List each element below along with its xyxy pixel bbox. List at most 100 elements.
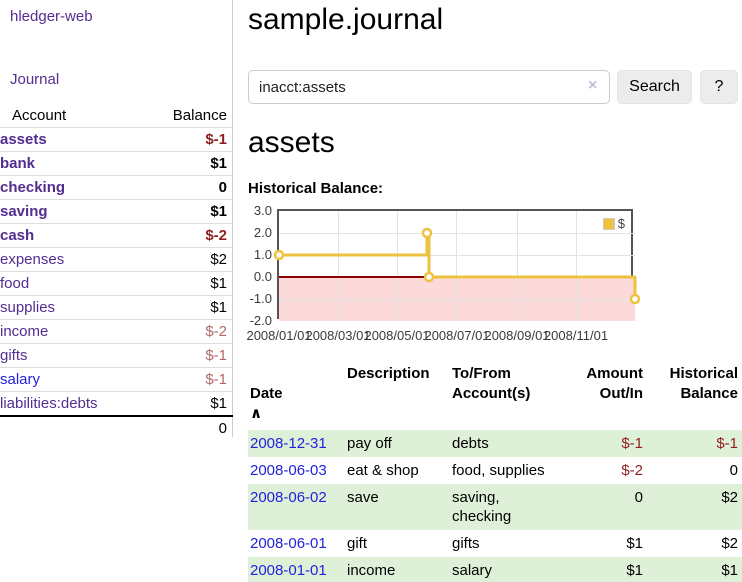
account-link-assets[interactable]: assets <box>0 131 47 148</box>
account-link-income[interactable]: income <box>0 323 49 340</box>
date-column-header[interactable]: Date ∧ <box>250 385 283 422</box>
account-row: checking 0 <box>0 175 233 200</box>
account-link-gifts[interactable]: gifts <box>0 347 28 364</box>
account-balance: $-1 <box>160 127 233 152</box>
y-tick-label: -1.0 <box>249 291 272 306</box>
data-point-marker <box>273 249 285 261</box>
data-point-marker <box>421 227 433 239</box>
transaction-row: 2008-06-02 save saving, checking 0 $2 <box>248 484 742 530</box>
gridline <box>397 211 398 321</box>
transaction-balance: $-1 <box>647 430 742 457</box>
account-balance: $-1 <box>160 367 233 392</box>
account-balance: $1 <box>160 199 233 224</box>
transaction-amount: $-1 <box>562 430 647 457</box>
account-link-liabilities-debts[interactable]: liabilities:debts <box>0 395 98 412</box>
transaction-date-link[interactable]: 2008-06-01 <box>250 535 327 552</box>
transaction-row: 2008-01-01 income salary $1 $1 <box>248 557 742 582</box>
transaction-date-link[interactable]: 2008-06-02 <box>250 489 327 506</box>
transaction-balance: $2 <box>721 535 738 552</box>
balance-chart: $ <box>273 209 641 321</box>
account-row: bank $1 <box>0 151 233 176</box>
account-link-supplies[interactable]: supplies <box>0 299 56 316</box>
transaction-accounts: salary <box>450 557 562 582</box>
accounts-table-header: Account Balance <box>0 104 233 128</box>
account-balance: $1 <box>160 391 233 417</box>
x-tick-label: 2008/01/01 <box>246 328 312 343</box>
account-page-title: assets <box>248 126 335 159</box>
transaction-amount: $1 <box>626 535 643 552</box>
help-button[interactable]: ? <box>700 70 738 104</box>
transactions-table: Date ∧ Description To/From Account(s) Am… <box>248 362 742 582</box>
transaction-date-link[interactable]: 2008-12-31 <box>250 435 327 452</box>
account-balance: $2 <box>160 247 233 272</box>
y-tick-label: 0.0 <box>253 269 272 284</box>
search-input[interactable] <box>248 70 610 104</box>
account-balance: $1 <box>160 271 233 296</box>
account-row: salary $-1 <box>0 367 233 392</box>
account-link-checking[interactable]: checking <box>0 179 66 196</box>
transaction-balance: $1 <box>647 557 742 582</box>
transaction-accounts: debts <box>450 430 562 457</box>
search-button[interactable]: Search <box>617 70 692 104</box>
transaction-row: 2008-06-01 gift gifts $1 $2 <box>248 530 742 557</box>
sidebar-item-journal[interactable]: Journal <box>10 71 60 88</box>
transaction-date-link[interactable]: 2008-06-03 <box>250 462 327 479</box>
account-balance: $-2 <box>160 319 233 344</box>
gridline <box>279 233 635 234</box>
account-row: expenses $2 <box>0 247 233 272</box>
transactions-header-row: Date ∧ Description To/From Account(s) Am… <box>248 362 742 430</box>
account-link-bank[interactable]: bank <box>0 155 36 172</box>
account-link-cash[interactable]: cash <box>0 227 35 244</box>
transaction-amount: 0 <box>562 484 647 530</box>
transaction-description: gift <box>347 535 368 552</box>
y-tick-label: -2.0 <box>249 313 272 328</box>
balance-series-line <box>273 227 641 305</box>
account-row: cash $-2 <box>0 223 233 248</box>
account-row: supplies $1 <box>0 295 233 320</box>
accounts-table: Account Balance assets $-1 bank $1 check… <box>0 104 233 440</box>
account-link-salary[interactable]: salary <box>0 371 41 388</box>
account-link-expenses[interactable]: expenses <box>0 251 65 268</box>
transaction-date-link[interactable]: 2008-01-01 <box>250 562 327 579</box>
page-title: sample.journal <box>248 3 444 36</box>
gridline <box>279 299 635 300</box>
accounts-column-header: To/From Account(s) <box>452 365 531 402</box>
transaction-accounts: gifts <box>452 535 480 552</box>
transaction-accounts: food, supplies <box>452 462 545 479</box>
transaction-description: income <box>345 557 450 582</box>
account-column-header: Account <box>0 104 160 128</box>
x-tick-label: 2008/11/01 <box>543 328 609 343</box>
account-link-food[interactable]: food <box>0 275 30 292</box>
gridline <box>456 211 457 321</box>
x-tick-label: 2008/05/01 <box>364 328 430 343</box>
account-balance: $1 <box>160 151 233 176</box>
sort-ascending-icon: ∧ <box>250 405 263 422</box>
balance-column-header: Balance <box>160 104 233 128</box>
gridline <box>279 255 635 256</box>
amount-column-header: Amount Out/In <box>586 365 643 402</box>
account-row: food $1 <box>0 271 233 296</box>
transaction-row: 2008-06-03 eat & shop food, supplies $-2… <box>248 457 742 484</box>
transaction-amount: $-2 <box>621 462 643 479</box>
account-row: income $-2 <box>0 319 233 344</box>
y-tick-label: 1.0 <box>253 247 272 262</box>
transaction-description: save <box>345 484 450 530</box>
data-point-marker <box>423 271 435 283</box>
sidebar: hledger-web Journal Account Balance asse… <box>0 0 233 440</box>
brand-link[interactable]: hledger-web <box>10 8 93 25</box>
account-link-saving[interactable]: saving <box>0 203 48 220</box>
description-column-header: Description <box>347 365 430 382</box>
account-row: assets $-1 <box>0 127 233 152</box>
balance-column-header: Historical Balance <box>669 365 738 402</box>
accounts-total-row: 0 <box>0 415 233 440</box>
x-tick-label: 2008/03/01 <box>305 328 371 343</box>
transaction-accounts: saving, checking <box>450 484 562 530</box>
account-balance: $-1 <box>160 343 233 368</box>
account-balance: $1 <box>160 295 233 320</box>
y-tick-label: 3.0 <box>253 203 272 218</box>
transaction-amount: $1 <box>562 557 647 582</box>
x-tick-label: 2008/09/01 <box>484 328 550 343</box>
account-balance: $-2 <box>160 223 233 248</box>
clear-search-icon[interactable]: × <box>588 77 598 94</box>
